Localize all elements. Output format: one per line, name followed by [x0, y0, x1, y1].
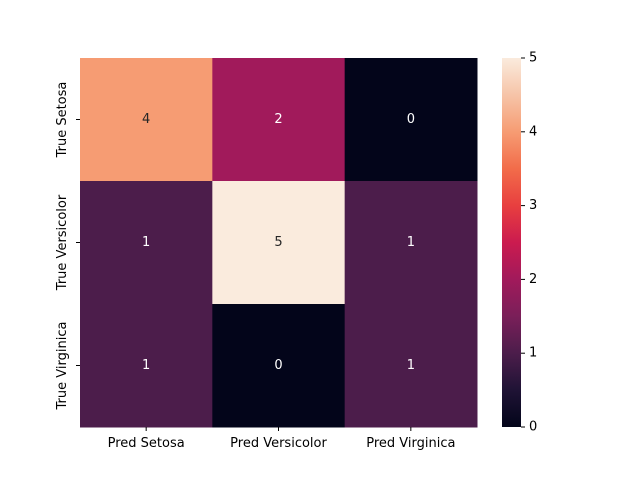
cell-value-label: 1: [407, 358, 415, 373]
y-axis: True Setosa True Versicolor True Virginica: [55, 82, 80, 411]
heatmap-grid: 4 2 0 1 5 1 1 0 1: [80, 58, 478, 428]
cell-value-label: 2: [274, 112, 282, 127]
heatmap-cell: [80, 58, 213, 182]
colorbar-tick-label: 4: [529, 124, 537, 139]
heatmap-cell: [212, 304, 346, 428]
x-tick-label: Pred Virginica: [366, 436, 455, 451]
colorbar-tick-label: 3: [529, 198, 537, 213]
colorbar: 0 1 2 3 4 5: [502, 51, 537, 435]
y-tick-label: True Versicolor: [55, 194, 70, 291]
y-tick-label: True Virginica: [55, 322, 70, 411]
heatmap-cell: [344, 181, 478, 305]
heatmap-cell: [344, 304, 478, 428]
cell-value-label: 0: [274, 358, 282, 373]
cell-value-label: 5: [274, 235, 282, 250]
x-tick-label: Pred Setosa: [108, 436, 185, 451]
x-tick-label: Pred Versicolor: [230, 436, 327, 451]
heatmap-cell: [212, 181, 346, 305]
cell-value-label: 1: [407, 235, 415, 250]
heatmap-cell: [344, 58, 478, 182]
cell-value-label: 0: [407, 112, 415, 127]
y-tick-label: True Setosa: [55, 82, 70, 159]
colorbar-tick-label: 1: [529, 346, 537, 361]
cell-value-label: 4: [142, 112, 150, 127]
cell-value-label: 1: [142, 235, 150, 250]
heatmap-cell: [80, 304, 213, 428]
heatmap-cell: [212, 58, 346, 182]
colorbar-tick-label: 2: [529, 272, 537, 287]
x-axis: Pred Setosa Pred Versicolor Pred Virginica: [108, 427, 455, 451]
cell-value-label: 1: [142, 358, 150, 373]
colorbar-tick-label: 0: [529, 420, 537, 435]
heatmap-cell: [80, 181, 213, 305]
colorbar-tick-label: 5: [529, 51, 537, 66]
colorbar-gradient: [502, 58, 521, 427]
